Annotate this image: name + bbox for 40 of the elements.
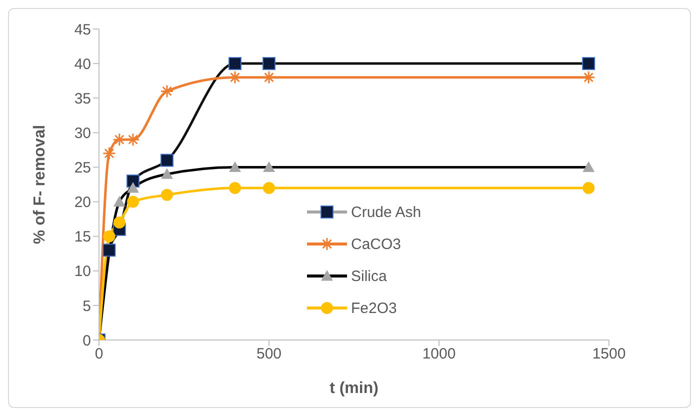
y-tick-label: 35 [74,90,91,108]
legend-label: CaCO3 [351,236,402,252]
y-tick-label: 10 [74,263,91,280]
y-tick-label: 30 [74,124,91,142]
point [102,244,116,257]
point [582,70,596,84]
point [126,174,140,188]
point [126,132,140,146]
y-tick-label: 0 [82,332,91,350]
point [160,154,174,167]
point [262,57,276,70]
point [102,146,116,160]
y-tick-label: 25 [74,160,91,177]
point [582,182,595,194]
x-tick-label: 500 [256,346,282,363]
legend-label: Crude Ash [351,204,422,220]
point [160,84,174,98]
legend-label: Silica [351,268,387,284]
y-axis-title: % of F- removal [32,124,49,244]
x-tick-label: 1500 [592,346,626,363]
point [127,196,139,208]
y-tick-label: 20 [74,194,91,212]
y-tick-label: 15 [74,228,91,246]
point [228,57,242,70]
y-tick-label: 5 [82,298,91,315]
point [112,132,126,146]
x-tick-label: 0 [94,346,104,363]
point [229,182,241,194]
point [263,182,275,194]
point [103,230,116,242]
legend-label: Fe2O3 [351,300,397,316]
point [161,188,173,201]
point [113,216,126,229]
y-tick-label: 40 [74,56,91,73]
point [262,70,276,84]
point [582,57,596,70]
y-tick-label: 45 [74,21,91,38]
point [228,70,242,84]
x-axis-title: t (min) [330,380,378,397]
x-tick-label: 1000 [422,346,456,363]
